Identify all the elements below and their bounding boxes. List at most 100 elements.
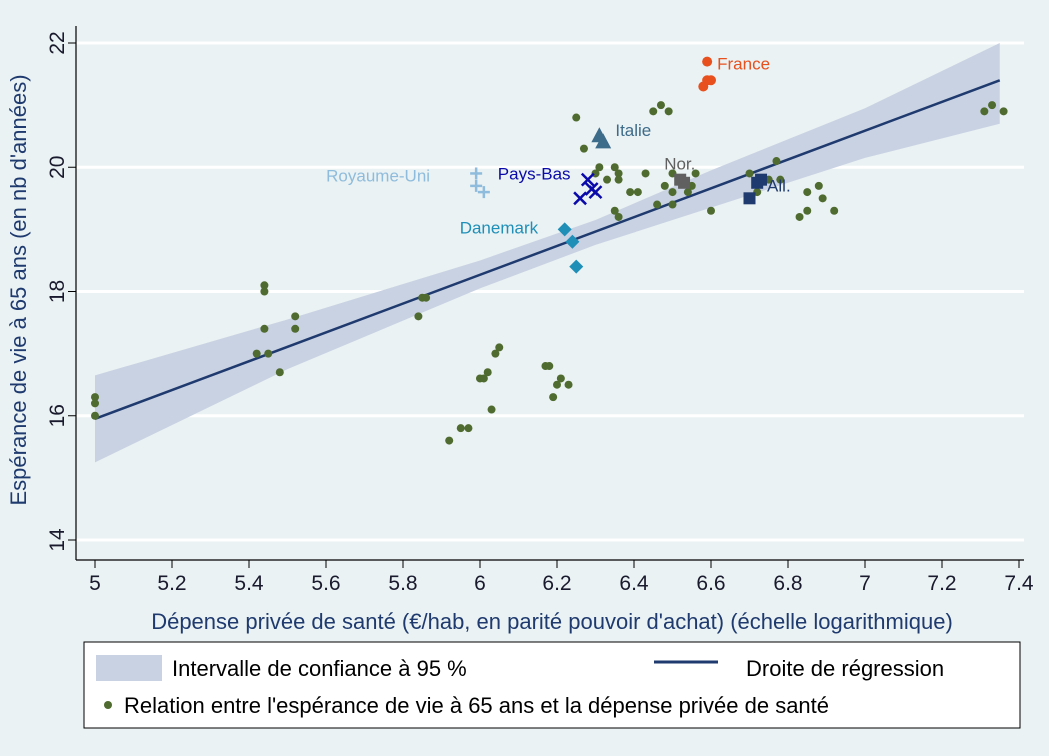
point-relation-entre-l-esp-rance-de--65: [830, 206, 839, 215]
point-danemark-0: [557, 222, 572, 237]
point-relation-entre-l-esp-rance-de--0: [91, 393, 99, 402]
point-relation-entre-l-esp-rance-de--14: [445, 436, 454, 445]
point-relation-entre-l-esp-rance-de--24: [545, 362, 554, 371]
country-labels: France Italie Nor. Pays-Bas Royaume-Uni All. D…: [326, 55, 791, 238]
legend: Intervalle de confiance à 95 % Droite de…: [83, 641, 1021, 729]
point-relation-entre-l-esp-rance-de--7: [264, 349, 273, 358]
point-relation-entre-l-esp-rance-de--34: [610, 163, 619, 172]
point-relation-entre-l-esp-rance-de--20: [487, 405, 496, 414]
point-pays-bas-3-stroke-b: [584, 182, 599, 196]
point-relation-entre-l-esp-rance-de--25: [549, 393, 558, 402]
axes: [75, 26, 1024, 561]
x-tick-label-11: 7.2: [927, 572, 956, 595]
label-all-: All.: [767, 177, 791, 196]
point-relation-entre-l-esp-rance-de--64: [818, 194, 827, 203]
point-relation-entre-l-esp-rance-de--44: [664, 107, 673, 116]
point-relation-entre-l-esp-rance-de--43: [656, 101, 665, 110]
point-relation-entre-l-esp-rance-de--54: [707, 206, 715, 215]
point-relation-entre-l-esp-rance-de--59: [776, 175, 785, 184]
point-relation-entre-l-esp-rance-de--45: [653, 200, 662, 209]
label-france: France: [717, 55, 770, 74]
x-tick-label-8: 6.6: [696, 572, 725, 595]
point-relation-entre-l-esp-rance-de--68: [999, 107, 1008, 116]
x-tick-label-10: 7: [859, 572, 871, 595]
point-relation-entre-l-esp-rance-de--58: [772, 157, 781, 166]
regression-line-path: [94, 79, 1001, 421]
x-tick-label-9: 6.8: [773, 572, 802, 595]
point-relation-entre-l-esp-rance-de--29: [572, 113, 581, 122]
point-relation-entre-l-esp-rance-de--53: [691, 169, 700, 178]
x-tick-label-1: 5.2: [157, 572, 186, 595]
x-tick-label-12: 7.4: [1004, 572, 1034, 595]
point-relation-entre-l-esp-rance-de--15: [456, 424, 465, 433]
point-relation-entre-l-esp-rance-de--2: [91, 411, 99, 420]
point-pays-bas-0: [580, 172, 595, 187]
point-relation-entre-l-esp-rance-de--37: [614, 175, 623, 184]
point-relation-entre-l-esp-rance-de--41: [641, 169, 650, 178]
point-relation-entre-l-esp-rance-de--19: [483, 368, 492, 377]
point-all--1: [751, 176, 764, 189]
point-relation-entre-l-esp-rance-de--33: [603, 175, 612, 184]
point-relation-entre-l-esp-rance-de--22: [495, 343, 504, 352]
point-danemark-2: [569, 259, 584, 274]
point-relation-entre-l-esp-rance-de--21: [491, 349, 500, 358]
point-relation-entre-l-esp-rance-de--38: [614, 212, 623, 221]
x-tick-label-4: 5.8: [388, 572, 417, 595]
point-relation-entre-l-esp-rance-de--42: [649, 107, 658, 116]
point-royaume-uni-1: [470, 179, 483, 192]
regression-line: [94, 79, 1001, 421]
point-nor--1: [678, 176, 691, 189]
point-relation-entre-l-esp-rance-de--51: [683, 188, 692, 197]
confidence-band-area: [95, 43, 1000, 463]
y-tick-label-0: 14: [46, 528, 69, 552]
point-relation-entre-l-esp-rance-de--39: [626, 188, 635, 197]
point-relation-entre-l-esp-rance-de--3: [260, 281, 269, 290]
label-royaume-uni: Royaume-Uni: [326, 166, 430, 185]
point-pays-bas-1-stroke-b: [573, 191, 587, 206]
point-relation-entre-l-esp-rance-de--60: [795, 212, 804, 221]
point-all--2: [743, 192, 756, 205]
point-relation-entre-l-esp-rance-de--63: [814, 181, 823, 190]
point-relation-entre-l-esp-rance-de--18: [479, 374, 488, 383]
point-relation-entre-l-esp-rance-de--4: [260, 287, 269, 296]
label-nor-: Nor.: [664, 155, 695, 174]
point-danemark-1: [565, 234, 580, 249]
point-pays-bas-3: [584, 182, 599, 196]
point-relation-entre-l-esp-rance-de--27: [556, 374, 565, 383]
point-france-2: [706, 75, 716, 86]
x-tick-label-7: 6.4: [619, 572, 649, 595]
y-tick-label-3: 20: [46, 156, 69, 179]
point-relation-entre-l-esp-rance-de--10: [291, 324, 300, 333]
point-relation-entre-l-esp-rance-de--46: [660, 181, 669, 190]
label-italie: Italie: [615, 121, 651, 140]
y-axis-title: Espérance de vie à 65 ans (en nb d'année…: [6, 74, 31, 505]
x-tick-label-2: 5.4: [234, 572, 264, 595]
data-points: [91, 56, 1008, 445]
legend-band-label: Intervalle de confiance à 95 %: [172, 656, 467, 681]
legend-band-swatch: [96, 655, 162, 681]
legend-line-label: Droite de régression: [746, 656, 944, 681]
point-relation-entre-l-esp-rance-de--61: [803, 206, 812, 215]
point-relation-entre-l-esp-rance-de--26: [553, 380, 561, 389]
point-relation-entre-l-esp-rance-de--67: [988, 101, 997, 110]
x-tick-label-6: 6.2: [542, 572, 571, 595]
point-relation-entre-l-esp-rance-de--36: [614, 169, 623, 178]
point-relation-entre-l-esp-rance-de--30: [579, 144, 588, 153]
label-pays-bas: Pays-Bas: [498, 165, 571, 184]
point-relation-entre-l-esp-rance-de--48: [668, 200, 677, 209]
point-royaume-uni-2: [477, 186, 490, 199]
point-relation-entre-l-esp-rance-de--6: [252, 349, 261, 358]
point-pays-bas-1: [573, 191, 587, 206]
x-axis-ticks: 5 5.2 5.4 5.6 5.8 6 6.2 6.4 6.6 6.8 7 7.2 7.4: [89, 560, 1034, 595]
point-relation-entre-l-esp-rance-de--1: [91, 399, 99, 408]
point-france-3: [698, 81, 709, 92]
y-tick-label-2: 18: [46, 280, 69, 303]
point-relation-entre-l-esp-rance-de--8: [275, 368, 284, 377]
point-relation-entre-l-esp-rance-de--32: [595, 163, 604, 172]
point-italie-1: [595, 133, 612, 149]
y-tick-label-4: 22: [46, 31, 69, 54]
point-relation-entre-l-esp-rance-de--5: [260, 324, 269, 333]
label-danemark: Danemark: [460, 218, 539, 237]
x-axis-title: Dépense privée de santé (€/hab, en parit…: [151, 609, 953, 634]
